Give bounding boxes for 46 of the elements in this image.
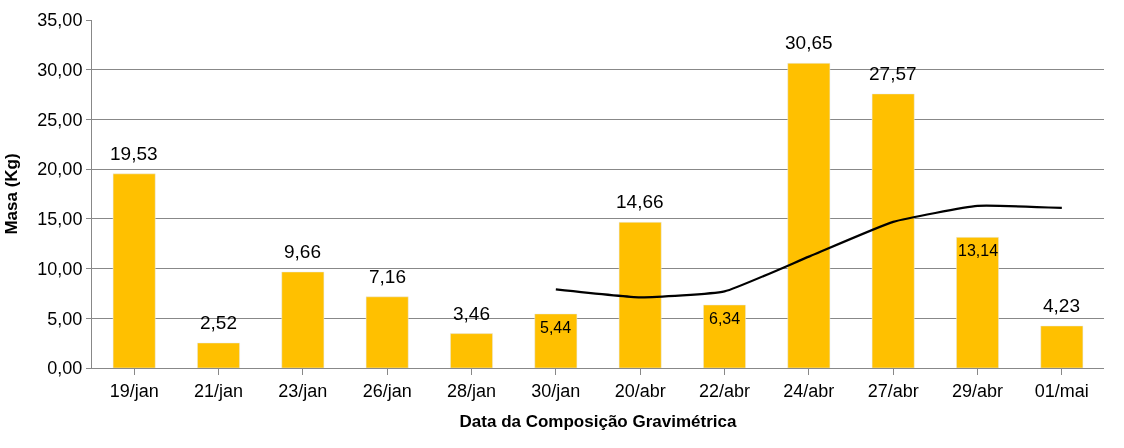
x-tick-label: 01/mai (1034, 380, 1089, 401)
y-tick-label: 35,00 (37, 10, 83, 31)
data-label: 3,46 (453, 303, 490, 324)
y-axis-title: Masa (Kg) (1, 153, 21, 235)
y-tick-label: 0,00 (47, 358, 83, 379)
data-label: 9,66 (284, 241, 321, 262)
data-label: 27,57 (869, 63, 917, 84)
y-tick-label: 25,00 (37, 109, 83, 130)
x-tick-label: 20/abr (614, 380, 666, 401)
y-tick-label: 20,00 (37, 159, 83, 180)
data-label: 6,34 (709, 310, 741, 327)
bar (618, 221, 662, 368)
data-label: 19,53 (110, 143, 158, 164)
x-tick-label: 21/jan (193, 380, 244, 401)
y-tick-label: 10,00 (37, 258, 83, 279)
bar (365, 296, 409, 368)
data-label: 14,66 (616, 191, 664, 212)
x-tick-label: 29/abr (951, 380, 1004, 401)
x-tick-label: 22/abr (698, 380, 751, 401)
data-label: 13,14 (958, 242, 999, 259)
x-tick-label: 23/jan (278, 380, 328, 401)
bar (703, 304, 746, 368)
bar (787, 63, 831, 368)
bar (871, 93, 915, 368)
x-tick-label: 28/jan (446, 380, 497, 401)
bar (450, 333, 493, 368)
y-tick-label: 15,00 (37, 209, 83, 230)
x-tick-label: 30/jan (531, 380, 581, 401)
x-tick-label: 27/abr (867, 380, 919, 401)
bar (197, 342, 240, 368)
y-tick-label: 5,00 (47, 308, 83, 329)
data-label: 2,52 (200, 312, 237, 333)
bar (1040, 325, 1084, 368)
data-label: 7,16 (369, 266, 406, 287)
bar (112, 173, 156, 368)
bar (281, 271, 325, 368)
x-tick-label: 26/jan (362, 380, 412, 401)
bar (534, 313, 578, 368)
x-axis-title: Data da Composição Gravimétrica (459, 412, 737, 431)
data-label: 4,23 (1043, 295, 1080, 316)
data-label: 5,44 (540, 319, 572, 336)
x-tick-label: 24/abr (783, 380, 835, 401)
y-tick-label: 30,00 (37, 60, 83, 81)
bar (956, 237, 999, 368)
data-label: 30,65 (785, 32, 833, 53)
x-tick-label: 19/jan (109, 380, 159, 401)
